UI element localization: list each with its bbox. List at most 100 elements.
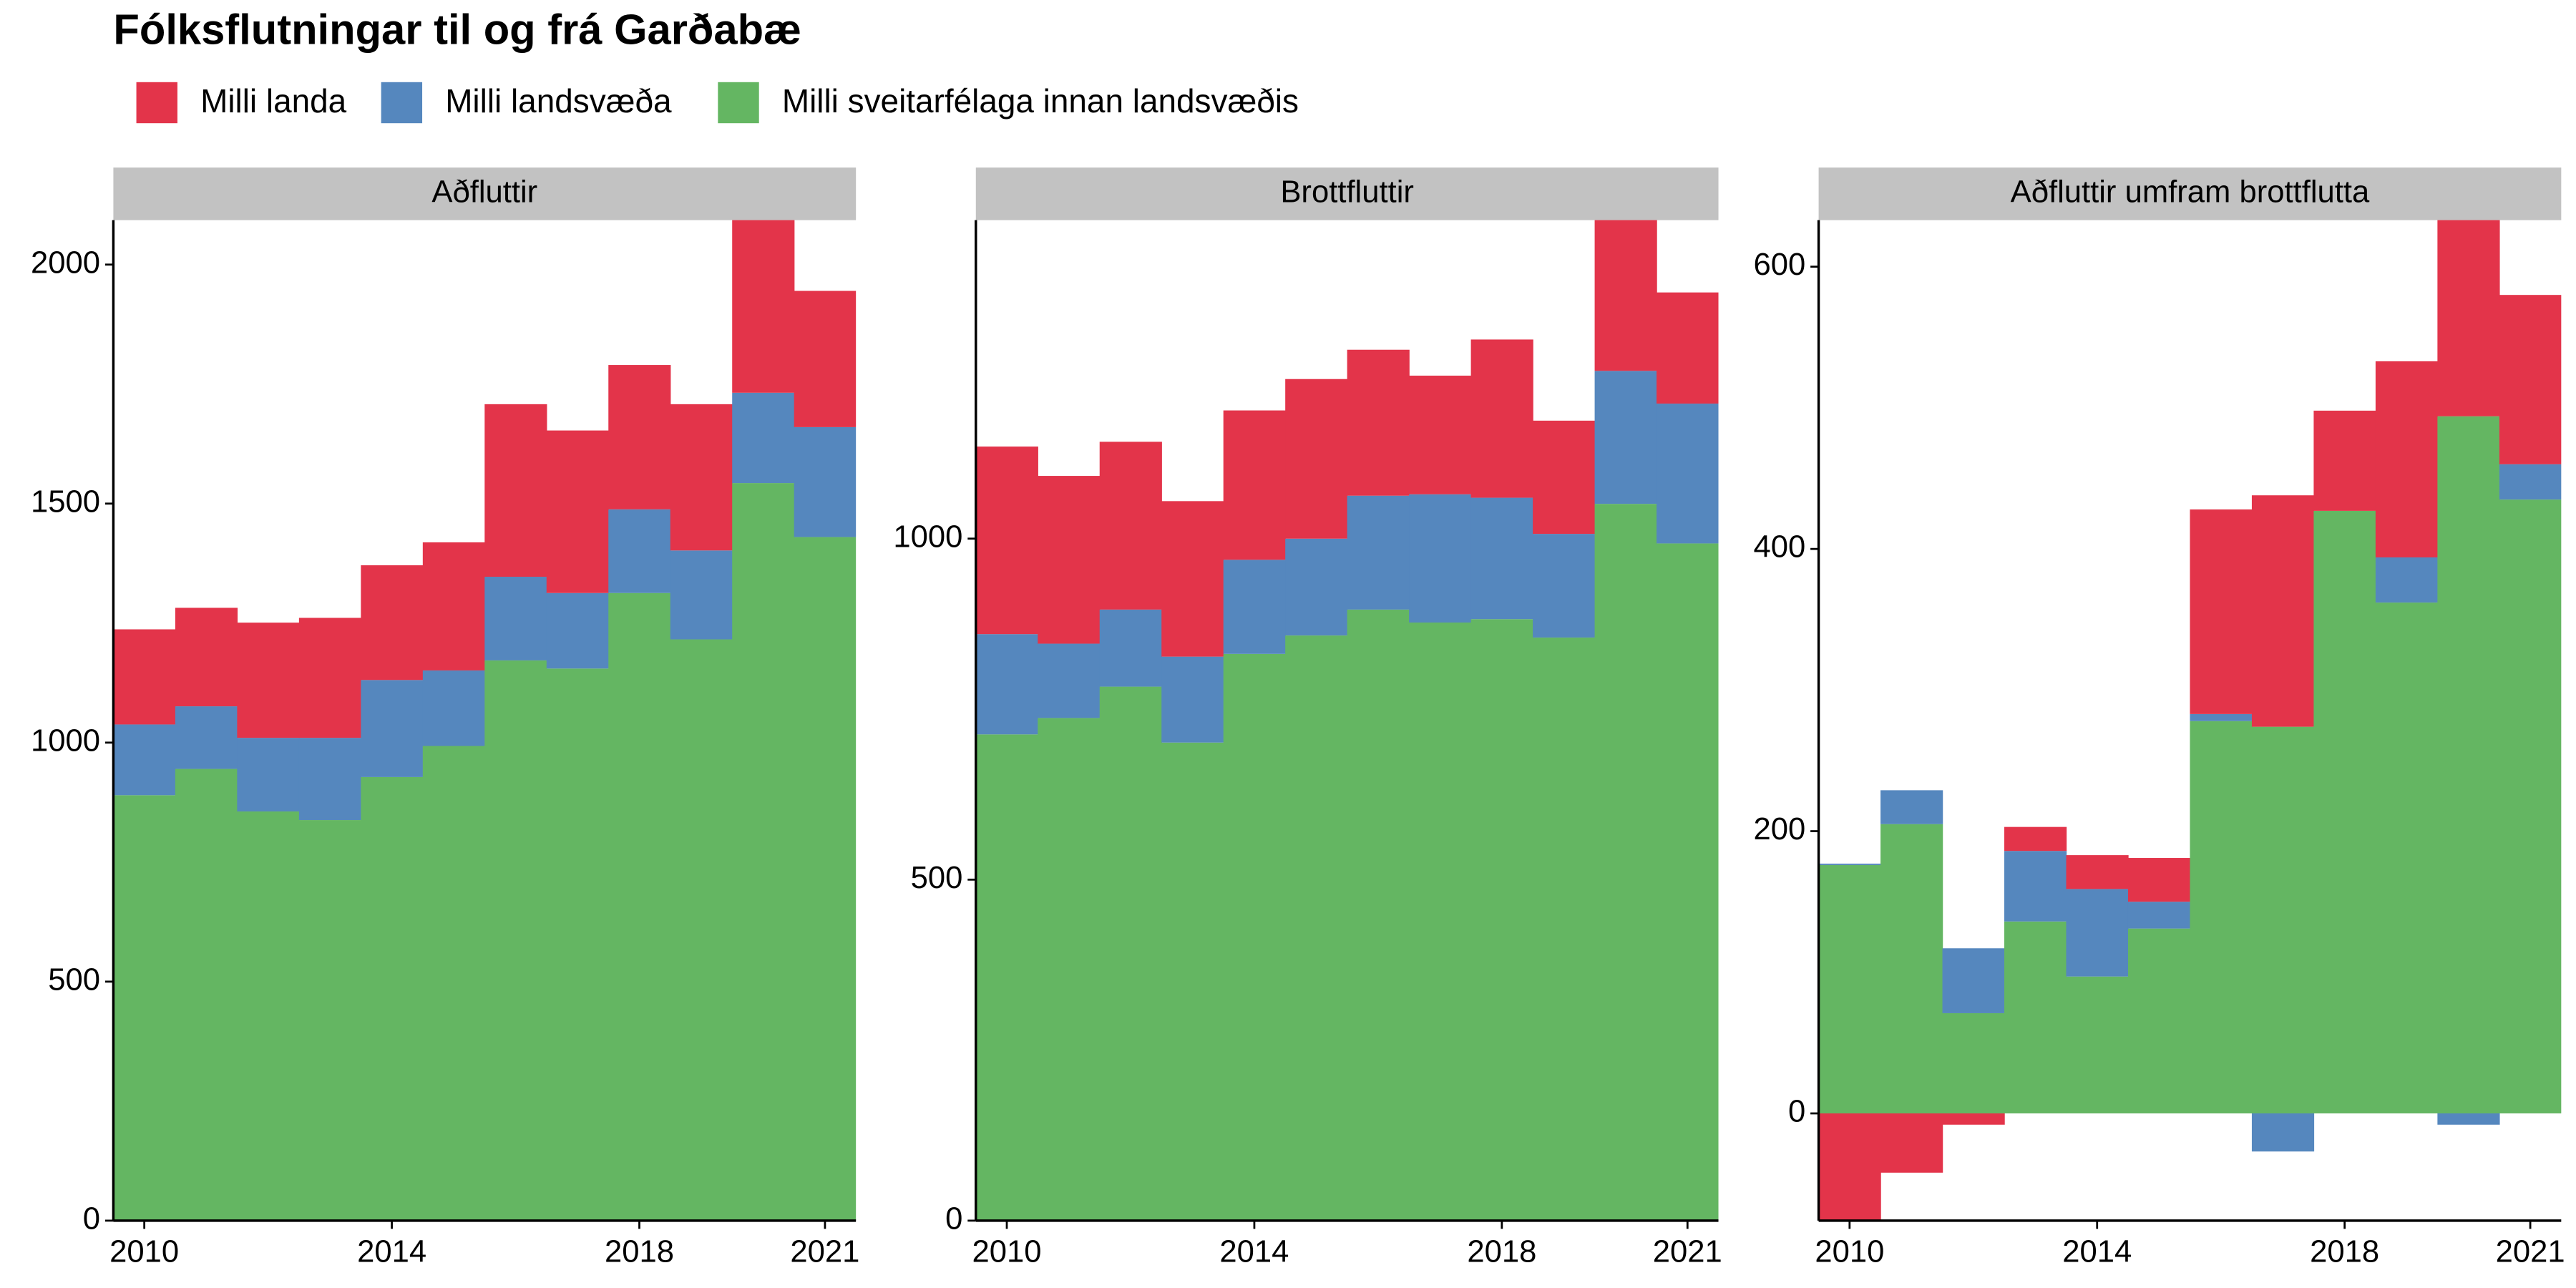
legend-swatch — [381, 82, 423, 124]
bar-segment — [422, 670, 485, 746]
bar-segment — [732, 220, 795, 393]
bar-segment — [1594, 371, 1657, 504]
bar-segment — [1409, 622, 1472, 1221]
bar-segment — [2375, 602, 2439, 1113]
bar-segment — [794, 426, 857, 537]
legend-label: Milli landsvæða — [445, 82, 672, 119]
x-tick-label: 2021 — [2496, 1234, 2565, 1269]
bar-segment — [237, 623, 300, 738]
bar-segment — [2251, 1113, 2315, 1152]
bar-segment — [2190, 713, 2253, 721]
bar-segment — [361, 565, 424, 680]
bar-segment — [361, 776, 424, 1221]
bar-segment — [175, 706, 238, 769]
bar-segment — [1533, 420, 1596, 535]
bar-segment — [484, 404, 547, 577]
bar-segment — [1099, 609, 1162, 687]
legend-label: Milli sveitarfélaga innan landsvæðis — [782, 82, 1299, 119]
bar-segment — [1347, 495, 1410, 610]
y-tick-label: 1500 — [31, 484, 100, 519]
y-tick-label: 500 — [911, 861, 963, 895]
bar-segment — [2190, 721, 2253, 1113]
bar-segment — [175, 608, 238, 707]
bar-segment — [1657, 543, 1719, 1221]
x-tick-label: 2021 — [1653, 1234, 1722, 1269]
plot-area — [113, 220, 857, 1221]
bar-segment — [1594, 504, 1657, 1221]
y-tick-label: 0 — [945, 1201, 962, 1236]
bar-segment — [2437, 220, 2500, 416]
bar-segment — [670, 639, 733, 1221]
bar-segment — [1470, 619, 1533, 1221]
bar-segment — [1161, 656, 1224, 743]
bar-segment — [237, 811, 300, 1221]
strip-background — [113, 167, 857, 220]
strip-title: Aðfluttir — [431, 175, 537, 209]
legend-swatch — [718, 82, 759, 124]
bar-segment — [2066, 889, 2129, 977]
bar-segment — [2004, 826, 2067, 852]
bar-segment — [1818, 1113, 1881, 1221]
bar-segment — [2004, 851, 2067, 922]
bar-segment — [1409, 375, 1472, 494]
bar-segment — [975, 734, 1038, 1221]
bar-segment — [1223, 653, 1286, 1221]
bar-segment — [2313, 410, 2376, 511]
y-tick-label: 500 — [48, 962, 100, 997]
bar-segment — [1347, 349, 1410, 496]
bar-segment — [1880, 824, 1943, 1113]
legend: Milli landa Milli landsvæða Milli sveitarf… — [136, 82, 1299, 124]
bar-segment — [1161, 742, 1224, 1221]
bar-segment — [2437, 416, 2500, 1113]
bar-segment — [1347, 609, 1410, 1221]
bar-segment — [1818, 864, 1881, 1113]
x-tick-label: 2021 — [790, 1234, 859, 1269]
bar-segment — [2251, 495, 2315, 727]
bar-segment — [2127, 902, 2191, 929]
bar-segment — [546, 668, 609, 1221]
bar-segment — [2313, 510, 2376, 1113]
strip-background — [1818, 167, 2562, 220]
bar-segment — [175, 769, 238, 1221]
bar-segment — [1038, 718, 1101, 1221]
bar-segment — [113, 629, 176, 725]
bar-segment — [1880, 790, 1943, 824]
y-tick-label: 1000 — [893, 519, 962, 554]
y-tick-label: 400 — [1753, 530, 1805, 565]
bar-segment — [732, 483, 795, 1221]
bar-segment — [298, 820, 362, 1221]
bar-segment — [1942, 948, 2005, 1013]
x-tick-label: 2018 — [605, 1234, 674, 1269]
plot-area — [1818, 220, 2562, 1221]
bar-segment — [484, 660, 547, 1221]
x-tick-label: 2014 — [357, 1234, 426, 1269]
bar-segment — [1533, 637, 1596, 1221]
bar-segment — [2499, 295, 2562, 464]
bar-segment — [975, 634, 1038, 735]
bar-segment — [794, 291, 857, 427]
y-tick-label: 0 — [1788, 1095, 1805, 1129]
bar-segment — [2127, 858, 2191, 902]
strip-background — [975, 167, 1719, 220]
bar-segment — [1223, 410, 1286, 560]
bar-segment — [1409, 494, 1472, 623]
bar-segment — [608, 509, 671, 593]
bar-segment — [1594, 220, 1657, 371]
bar-segment — [2190, 509, 2253, 714]
bar-segment — [2375, 557, 2439, 603]
bar-segment — [361, 680, 424, 777]
bar-segment — [608, 365, 671, 509]
bar-segment — [1285, 538, 1348, 636]
bar-segment — [546, 592, 609, 669]
x-tick-label: 2018 — [2310, 1234, 2379, 1269]
bar-segment — [1099, 686, 1162, 1221]
bar-segment — [1038, 643, 1101, 718]
bar-segment — [670, 550, 733, 640]
bar-segment — [1533, 534, 1596, 638]
chart-title: Fólksflutningar til og frá Garðabæ — [113, 6, 801, 54]
x-tick-label: 2010 — [109, 1234, 179, 1269]
bar-segment — [608, 592, 671, 1221]
bar-segment — [422, 542, 485, 670]
bar-segment — [1223, 560, 1286, 654]
